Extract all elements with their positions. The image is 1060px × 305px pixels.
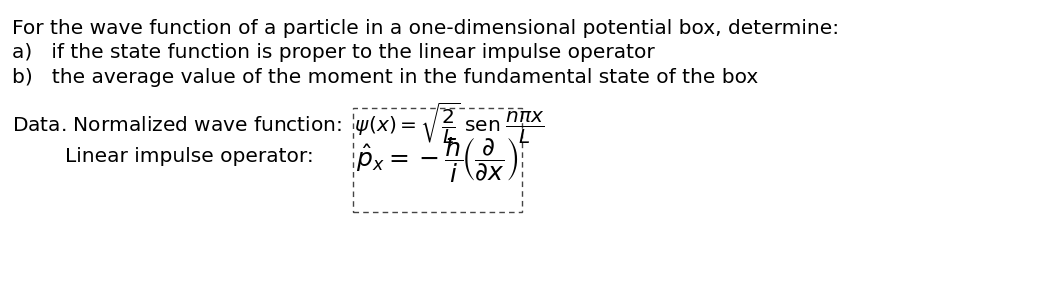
Text: $\hat{p}_x = -\dfrac{\hbar}{i}\!\left(\dfrac{\partial}{\partial x}\right)$: $\hat{p}_x = -\dfrac{\hbar}{i}\!\left(\d… (356, 135, 518, 185)
Text: Data. Normalized wave function:  $\psi(x) = \sqrt{\dfrac{2}{L}}\;\mathrm{sen}\;\: Data. Normalized wave function: $\psi(x)… (12, 100, 545, 146)
Text: For the wave function of a particle in a one-dimensional potential box, determin: For the wave function of a particle in a… (12, 19, 840, 38)
Text: Linear impulse operator:: Linear impulse operator: (65, 148, 314, 167)
Text: b)   the average value of the moment in the fundamental state of the box: b) the average value of the moment in th… (12, 68, 758, 87)
Text: a)   if the state function is proper to the linear impulse operator: a) if the state function is proper to th… (12, 43, 655, 62)
FancyBboxPatch shape (353, 108, 522, 212)
